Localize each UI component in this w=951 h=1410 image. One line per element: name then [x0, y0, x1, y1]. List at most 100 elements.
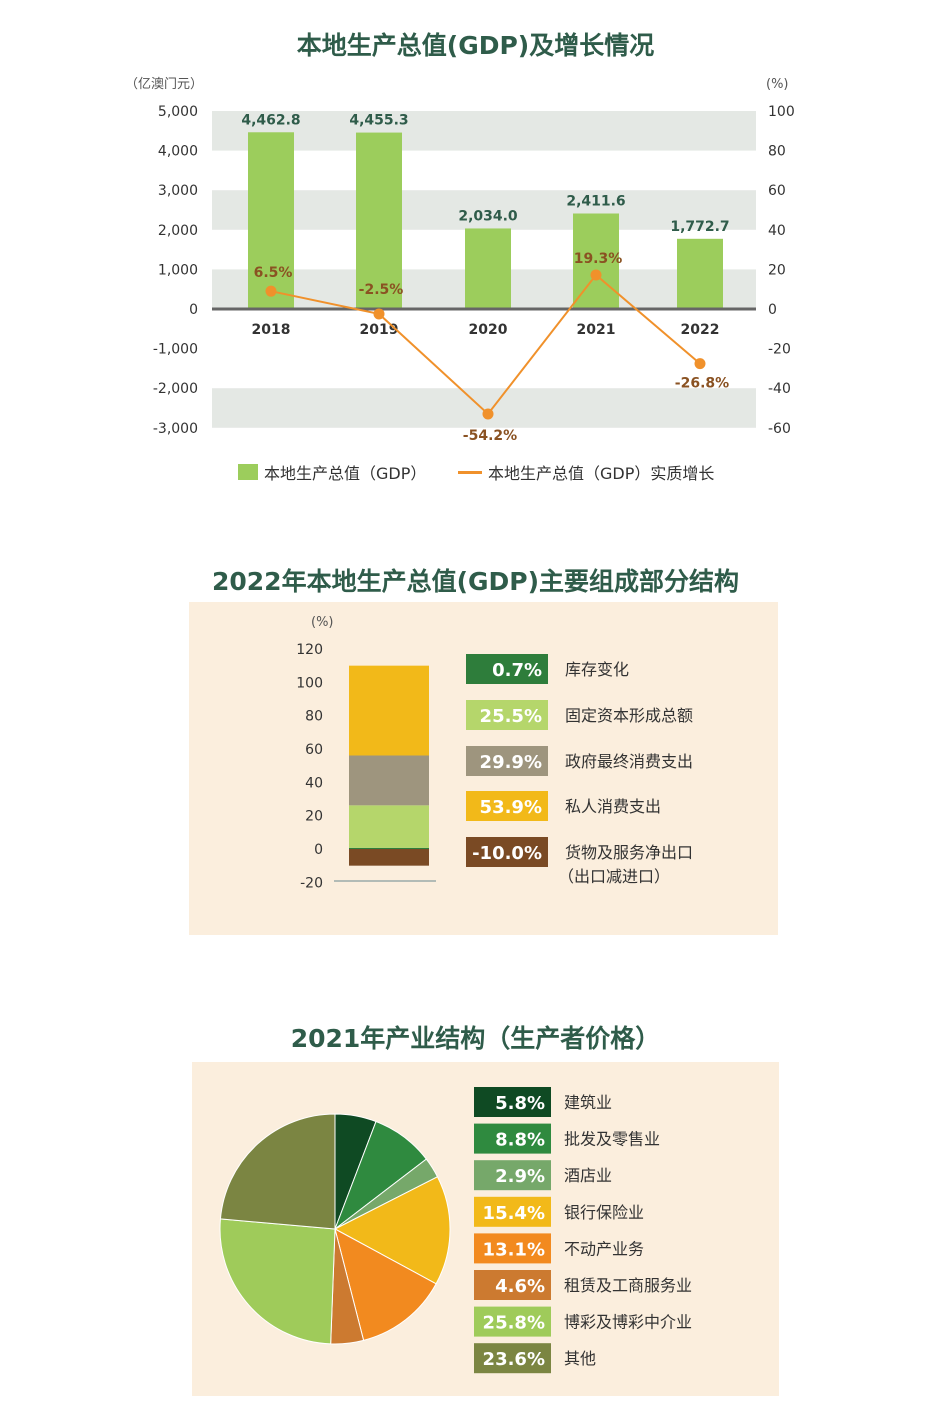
- growth-point-label: 6.5%: [254, 265, 293, 281]
- composition-legend-name: 固定资本形成总额: [565, 706, 693, 725]
- composition-legend-swatch: [466, 746, 548, 776]
- industry-legend-swatch: [474, 1160, 551, 1191]
- legend-gdp-swatch: [238, 464, 258, 480]
- right-tick-label: 0: [768, 302, 777, 318]
- left-tick-label: 4,000: [158, 144, 198, 160]
- composition-legend-name-sub: （出口减进口）: [558, 867, 670, 886]
- industry-legend-value: 15.4%: [483, 1203, 545, 1224]
- composition-legend-swatch: [466, 837, 548, 867]
- left-tick-label: -1,000: [153, 342, 198, 358]
- left-tick-label: -2,000: [153, 381, 198, 397]
- right-axis-unit: (%): [766, 77, 789, 92]
- right-tick-label: 80: [768, 144, 786, 160]
- industry-legend-name: 不动产业务: [564, 1239, 644, 1258]
- composition-legend-value: 53.9%: [480, 797, 542, 818]
- industry-legend-swatch: [474, 1306, 551, 1337]
- industry-legend-value: 4.6%: [495, 1276, 545, 1297]
- growth-point: [265, 285, 277, 297]
- industry-legend-name: 银行保险业: [564, 1203, 644, 1222]
- gdp-bar: [356, 132, 402, 309]
- composition-legend-value: 29.9%: [480, 752, 542, 773]
- left-tick-label: 0: [189, 302, 198, 318]
- composition-legend-name: 货物及服务净出口: [565, 843, 693, 862]
- gdp-growth-chart: 4,462.8 4,455.3 2,034.0 2,411.6 1,772.7 2018…: [125, 76, 795, 444]
- composition-tick-label: 0: [314, 842, 323, 858]
- grid-band: [212, 190, 756, 230]
- left-tick-label: 2,000: [158, 223, 198, 239]
- left-tick-label: -3,000: [153, 421, 198, 437]
- industry-legend-value: 8.8%: [495, 1130, 545, 1151]
- industry-structure-title: 2021年产业结构（生产者价格）: [290, 1024, 661, 1053]
- gdp-bar-label: 1,772.7: [670, 219, 729, 235]
- composition-segment: [349, 755, 429, 806]
- industry-legend-value: 25.8%: [483, 1313, 545, 1334]
- composition-tick-label: 40: [305, 775, 323, 791]
- year-tick-label: 2018: [252, 322, 291, 338]
- right-tick-label: -40: [768, 381, 791, 397]
- industry-legend-value: 2.9%: [495, 1166, 545, 1187]
- growth-point: [373, 308, 385, 320]
- industry-legend-name: 其他: [564, 1349, 596, 1368]
- gdp-composition-title: 2022年本地生产总值(GDP)主要组成部分结构: [211, 567, 740, 596]
- composition-tick-label: 120: [296, 642, 323, 658]
- industry-legend-name: 博彩及博彩中介业: [564, 1313, 692, 1332]
- growth-point-label: 19.3%: [574, 251, 623, 267]
- gdp-chart-title: 本地生产总值(GDP)及增长情况: [296, 31, 655, 60]
- industry-legend-name: 租赁及工商服务业: [564, 1276, 692, 1295]
- industry-legend-swatch: [474, 1270, 551, 1300]
- composition-legend-value: 25.5%: [480, 706, 542, 727]
- gdp-bar-label: 2,411.6: [566, 194, 625, 210]
- industry-legend-name: 建筑业: [564, 1093, 612, 1112]
- gdp-bar: [248, 132, 294, 309]
- industry-legend-value: 13.1%: [483, 1239, 545, 1260]
- left-tick-label: 5,000: [158, 104, 198, 120]
- legend-growth-label: 本地生产总值（GDP）实质增长: [488, 464, 715, 483]
- year-tick-label: 2022: [681, 322, 720, 338]
- pie-slice: [219, 1218, 336, 1345]
- gdp-bar-label: 4,455.3: [349, 113, 408, 129]
- right-tick-label: -60: [768, 421, 791, 437]
- year-tick-label: 2021: [577, 322, 616, 338]
- composition-tick-label: 60: [305, 742, 323, 758]
- growth-point-label: -2.5%: [359, 282, 404, 298]
- gdp-bar: [465, 228, 511, 309]
- composition-segment: [349, 665, 429, 756]
- composition-legend-name: 私人消费支出: [565, 797, 661, 816]
- pie-slice: [333, 1176, 451, 1285]
- legend-growth-swatch: [458, 470, 482, 474]
- grid-band: [212, 111, 756, 151]
- industry-legend-value: 23.6%: [483, 1349, 545, 1370]
- legend-gdp: 本地生产总值（GDP）: [238, 460, 426, 484]
- industry-legend-name: 批发及零售业: [564, 1130, 660, 1149]
- industry-legend-name: 酒店业: [564, 1166, 612, 1185]
- composition-legend-value: -10.0%: [472, 843, 542, 864]
- composition-segment: [349, 847, 429, 849]
- industry-legend-swatch: [474, 1087, 551, 1117]
- composition-tick-label: 20: [305, 809, 323, 825]
- industry-legend-swatch: [474, 1123, 551, 1154]
- gdp-bar: [677, 238, 723, 309]
- growth-point: [482, 408, 494, 420]
- composition-legend-value: 0.7%: [492, 660, 542, 681]
- gdp-composition-chart: (%) 120 100 80 60 40 20 0 -20 0.7% 库存变化 25.5% 固定资本…: [296, 615, 693, 891]
- right-tick-label: 100: [768, 104, 795, 120]
- right-tick-label: 60: [768, 183, 786, 199]
- industry-legend-swatch: [474, 1343, 551, 1374]
- composition-legend-name: 政府最终消费支出: [565, 752, 693, 771]
- industry-legend-swatch: [474, 1233, 551, 1264]
- growth-point-label: -54.2%: [463, 428, 517, 444]
- left-axis-unit: （亿澳门元）: [125, 76, 203, 92]
- composition-legend-name: 库存变化: [565, 660, 629, 679]
- year-tick-label: 2020: [469, 322, 508, 338]
- industry-structure-chart: 5.8% 建筑业 8.8% 批发及零售业 2.9% 酒店业 15.4% 银行保险业 13.1% 不…: [219, 1087, 692, 1374]
- growth-point: [590, 269, 602, 281]
- left-tick-label: 1,000: [158, 262, 198, 278]
- gdp-bar-label: 2,034.0: [458, 208, 518, 224]
- gdp-bar-label: 4,462.8: [241, 112, 300, 128]
- composition-segment: [349, 805, 429, 848]
- composition-legend-swatch: [466, 654, 548, 684]
- growth-point-label: -26.8%: [675, 376, 729, 392]
- right-tick-label: 40: [768, 223, 786, 239]
- composition-tick-label: 80: [305, 709, 323, 725]
- industry-legend-value: 5.8%: [495, 1093, 545, 1114]
